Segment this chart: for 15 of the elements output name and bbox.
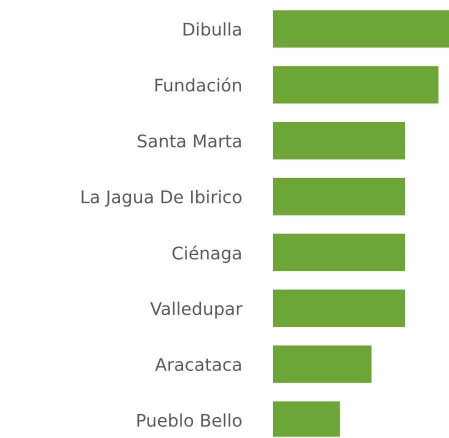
bar (273, 345, 372, 383)
y-tick-label: Aracataca (155, 358, 241, 372)
bar (273, 234, 405, 272)
bar (273, 178, 405, 216)
y-tick-label: Dibulla (184, 22, 241, 36)
y-tick-label: Santa Marta (138, 134, 241, 148)
y-tick-label: Fundación (155, 78, 241, 92)
y-tick-label: La Jagua De Ibirico (82, 190, 242, 207)
bar (273, 66, 438, 104)
y-tick-label: Valledupar (150, 302, 242, 319)
y-tick-label: Pueblo Bello (137, 413, 242, 427)
bar (273, 10, 449, 48)
bar (273, 290, 405, 328)
bar (273, 122, 405, 160)
y-tick-label: Ciénaga (172, 245, 241, 263)
